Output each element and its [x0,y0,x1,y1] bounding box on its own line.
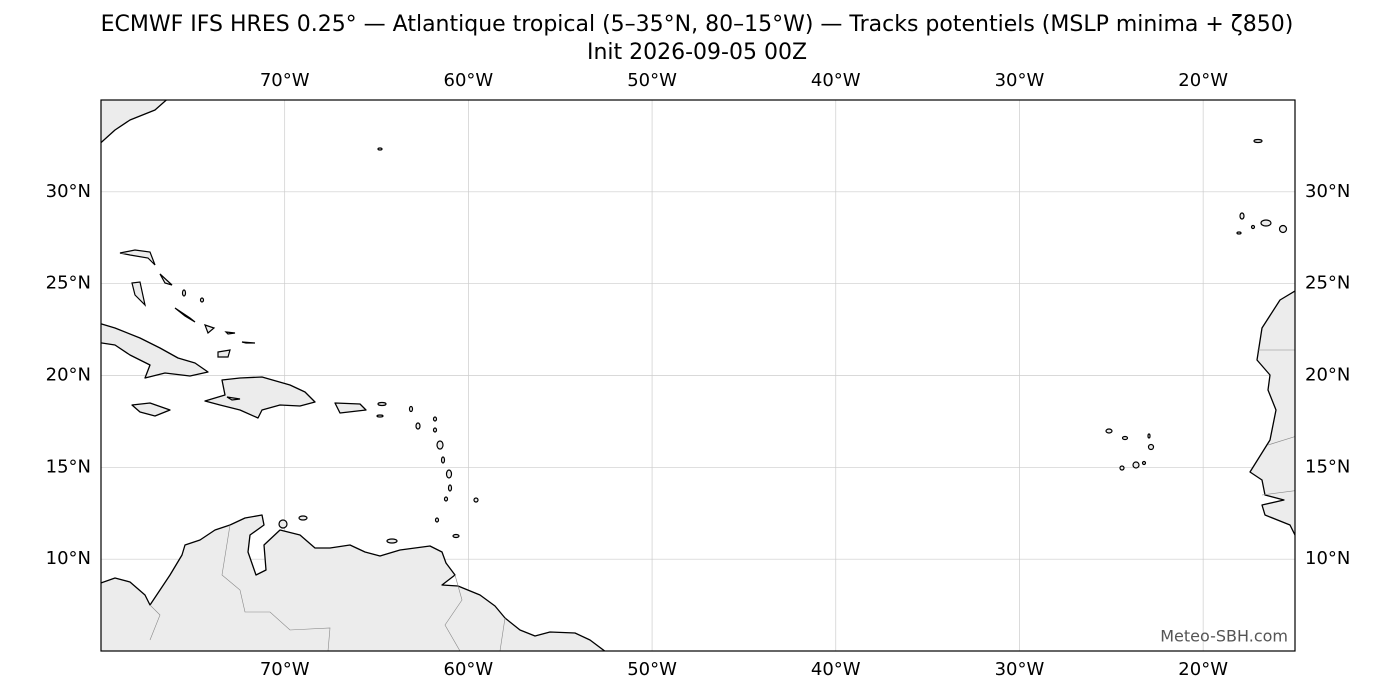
x-tick-label: 50°W [627,659,677,680]
x-tick-label: 70°W [260,70,310,91]
y-tick-label: 30°N [46,181,91,202]
y-tick-label: 15°N [1305,456,1350,477]
north-america [101,100,168,144]
y-tick-label: 30°N [1305,181,1350,202]
y-tick-label: 20°N [1305,365,1350,386]
y-tick-label: 15°N [46,456,91,477]
y-tick-label: 20°N [46,365,91,386]
y-tick-label: 10°N [1305,548,1350,569]
map-subtitle: Init 2026-09-05 00Z [587,40,807,65]
y-tick-label: 25°N [1305,273,1350,294]
x-tick-label: 50°W [627,70,677,91]
islands [119,138,1288,544]
x-tick-label: 20°W [1178,70,1228,91]
x-tick-label: 30°W [995,70,1045,91]
x-tick-label: 20°W [1178,659,1228,680]
jamaica [131,402,171,417]
map-frame [100,99,1296,652]
y-tick-label: 10°N [46,548,91,569]
cuba [101,323,209,379]
x-tick-label: 60°W [444,659,494,680]
x-tick-label: 60°W [444,70,494,91]
africa [1249,290,1295,537]
y-tick-label: 25°N [46,273,91,294]
south-america [101,514,606,651]
x-tick-label: 30°W [995,659,1045,680]
x-tick-label: 40°W [811,70,861,91]
watermark: Meteo-SBH.com [1160,627,1288,646]
map-title: ECMWF IFS HRES 0.25° — Atlantique tropic… [101,12,1294,37]
puerto-rico [334,402,367,414]
x-tick-label: 70°W [260,659,310,680]
landmasses [101,100,1295,651]
x-tick-label: 40°W [811,659,861,680]
hispaniola [204,376,316,419]
